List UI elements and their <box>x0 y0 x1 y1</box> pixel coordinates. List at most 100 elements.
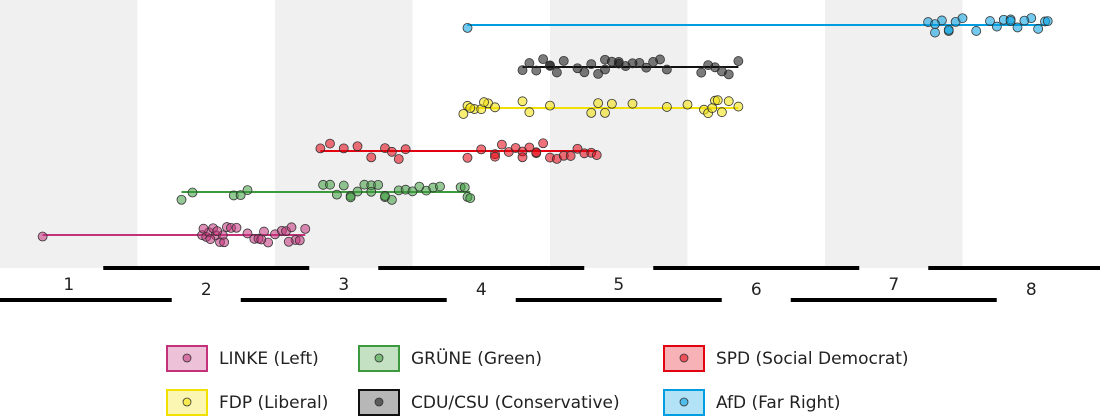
data-point <box>366 152 377 163</box>
data-point <box>479 97 489 108</box>
legend-item: AfD (Far Right) <box>663 389 841 416</box>
data-point <box>352 141 363 152</box>
x-tick-label: 5 <box>613 275 624 295</box>
data-point <box>627 98 638 109</box>
x-tick-label: 2 <box>201 280 212 300</box>
data-point <box>490 102 500 113</box>
data-point <box>593 68 604 79</box>
data-point <box>591 150 602 160</box>
data-point <box>300 223 311 234</box>
tick-bar <box>240 298 447 302</box>
stripe <box>550 0 688 268</box>
x-tick-label: 4 <box>476 280 487 300</box>
data-point <box>1033 23 1044 34</box>
legend-dot <box>182 353 192 363</box>
data-point <box>531 147 542 158</box>
data-point <box>991 21 1002 32</box>
data-point <box>1042 16 1053 27</box>
data-point <box>407 186 418 197</box>
tick-bar <box>928 266 1100 270</box>
data-point <box>716 107 727 118</box>
data-point <box>490 151 500 162</box>
data-point <box>524 58 535 68</box>
data-point <box>661 64 672 75</box>
data-point <box>707 103 718 113</box>
data-point <box>462 22 473 33</box>
data-point <box>579 67 590 78</box>
data-point <box>930 27 940 38</box>
data-point <box>459 182 470 193</box>
data-point <box>572 143 583 154</box>
legend-label: CDU/CSU (Conservative) <box>411 393 620 413</box>
data-point <box>458 109 469 119</box>
tick-bar <box>0 298 172 302</box>
data-point <box>212 226 223 237</box>
data-point <box>723 69 734 80</box>
legend-label: LINKE (Left) <box>219 349 319 369</box>
tick-bar <box>653 266 860 270</box>
data-point <box>545 60 555 71</box>
data-point <box>565 151 576 161</box>
x-tick-label: 7 <box>888 275 899 295</box>
legend-label: GRÜNE (Green) <box>411 347 542 369</box>
data-point <box>435 181 445 192</box>
x-tick-label: 6 <box>751 280 762 300</box>
legend-item: GRÜNE (Green) <box>358 345 542 372</box>
data-point <box>723 96 734 107</box>
data-point <box>400 144 411 155</box>
data-point <box>517 152 528 163</box>
data-point <box>943 24 954 35</box>
data-point <box>538 138 549 149</box>
data-point <box>696 67 707 78</box>
data-point <box>198 223 209 234</box>
data-point <box>531 65 542 76</box>
data-point <box>600 64 610 75</box>
data-point <box>661 102 672 112</box>
stripe <box>687 0 825 268</box>
data-point <box>315 143 326 154</box>
stripe <box>825 0 963 268</box>
data-point <box>524 142 535 153</box>
data-point <box>558 55 569 66</box>
stripe <box>962 0 1100 268</box>
tick-bar <box>515 298 722 302</box>
legend-key <box>358 345 400 372</box>
tick-bar <box>790 298 997 302</box>
data-point <box>712 95 723 106</box>
data-point <box>205 234 216 245</box>
legend-item: FDP (Liberal) <box>166 389 328 416</box>
data-point <box>476 144 487 155</box>
data-point <box>465 193 476 203</box>
data-point <box>386 146 397 157</box>
data-point <box>380 191 390 201</box>
data-point <box>1012 22 1023 33</box>
legend-dot <box>679 353 689 363</box>
data-point <box>1005 16 1016 26</box>
data-point <box>600 54 610 65</box>
legend-dot <box>374 397 384 407</box>
data-point <box>352 186 363 197</box>
data-point <box>517 96 528 107</box>
data-point <box>682 99 693 110</box>
data-point <box>634 57 645 68</box>
legend-item: LINKE (Left) <box>166 345 319 372</box>
x-tick-label: 1 <box>63 275 74 295</box>
legend-label: SPD (Social Democrat) <box>716 349 909 369</box>
legend-dot <box>182 397 192 407</box>
data-point <box>242 228 253 239</box>
data-point <box>187 187 198 198</box>
data-point <box>971 26 982 36</box>
data-point <box>593 98 604 109</box>
data-point <box>641 62 652 73</box>
data-point <box>242 185 253 196</box>
stripe <box>0 0 138 268</box>
data-point <box>325 179 335 190</box>
data-point <box>733 56 744 66</box>
stripe <box>275 0 413 268</box>
data-point <box>366 186 377 197</box>
data-point <box>373 179 384 190</box>
data-point <box>733 101 744 112</box>
data-point <box>545 100 555 111</box>
data-point <box>219 237 230 248</box>
x-tick-label: 3 <box>338 275 349 295</box>
